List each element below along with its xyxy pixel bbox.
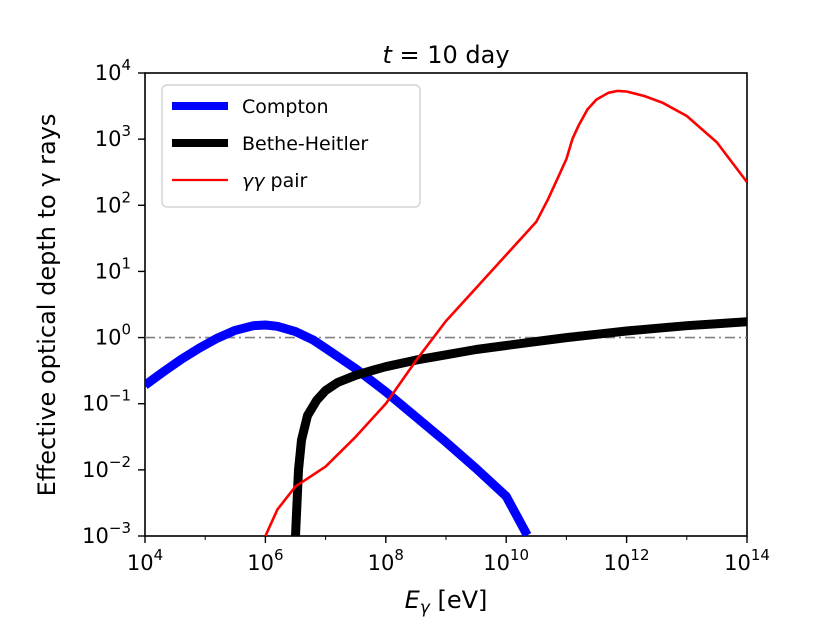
chart-title: t = 10 day xyxy=(382,41,509,69)
series-line--pair xyxy=(264,89,747,536)
y-axis-label: Effective optical depth to γ rays xyxy=(33,114,61,497)
y-tick-label: 104 xyxy=(95,56,131,85)
series-line-compton xyxy=(145,320,532,536)
x-tick-label: 108 xyxy=(368,546,404,575)
x-axis: 104 106 108 1010 1012 1014 xyxy=(127,536,770,575)
chart-title-var: t xyxy=(382,41,393,69)
y-tick-label: 103 xyxy=(95,122,131,151)
legend-label: γγ pair xyxy=(242,170,308,192)
x-tick-label: 104 xyxy=(127,546,163,575)
x-tick-label: 1014 xyxy=(724,546,770,575)
chart-title-rest: = 10 day xyxy=(392,41,510,69)
y-tick-label: 10−2 xyxy=(82,453,131,482)
legend-label: Bethe-Heitler xyxy=(242,133,368,155)
y-tick-label: 10−3 xyxy=(82,519,131,548)
x-axis-label: Eγ [eV] xyxy=(405,586,488,618)
y-tick-label: 100 xyxy=(95,321,131,350)
series-group xyxy=(145,89,747,536)
y-tick-label: 102 xyxy=(95,188,131,217)
y-tick-label: 10−1 xyxy=(82,387,131,416)
x-tick-label: 106 xyxy=(247,546,283,575)
legend: Compton Bethe-Heitler γγ pair xyxy=(161,84,421,208)
y-tick-label: 101 xyxy=(95,254,131,283)
x-tick-label: 1012 xyxy=(604,546,650,575)
legend-box xyxy=(161,84,421,208)
x-tick-label: 1010 xyxy=(483,546,529,575)
legend-label: Compton xyxy=(242,96,329,118)
y-axis: 10−3 10−2 10−1 100 101 102 103 104 xyxy=(82,56,145,548)
